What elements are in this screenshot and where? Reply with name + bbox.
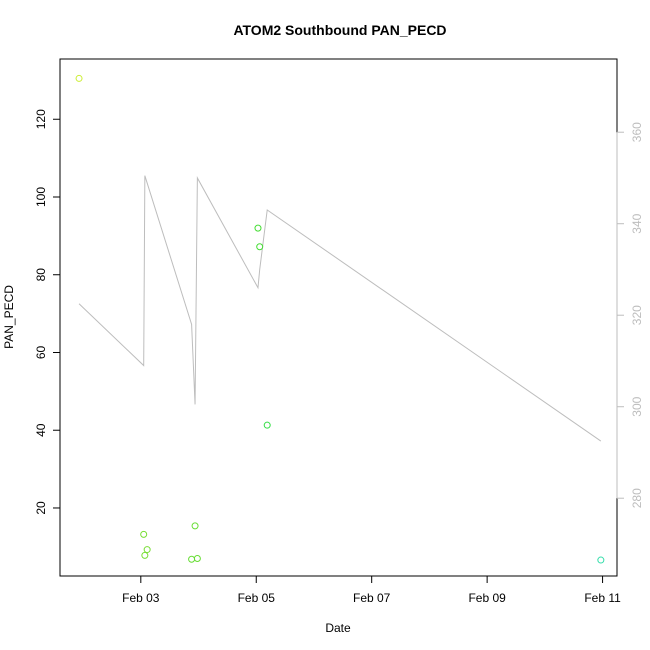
- data-point: [141, 551, 149, 559]
- x-tick-label: Feb 05: [238, 591, 276, 605]
- y2-tick-label: 340: [630, 213, 644, 233]
- data-points: [75, 74, 605, 564]
- data-point: [191, 522, 199, 530]
- x-axis-label: Date: [325, 621, 351, 635]
- data-point: [75, 74, 83, 82]
- data-point: [597, 556, 605, 564]
- data-point: [254, 224, 262, 232]
- axes: Feb 03 Feb 05 Feb 07 Feb 09 Feb 11 20 40 60 80 10…: [34, 109, 644, 605]
- data-point: [140, 530, 148, 538]
- y-axis-label: PAN_PECD: [2, 285, 16, 349]
- data-point: [263, 421, 271, 429]
- y-tick-label: 120: [34, 109, 48, 129]
- y-tick-label: 60: [34, 345, 48, 359]
- data-point: [188, 555, 196, 563]
- chart-title: ATOM2 Southbound PAN_PECD: [233, 22, 446, 38]
- x-tick-label: Feb 03: [122, 591, 160, 605]
- y-tick-label: 40: [34, 423, 48, 437]
- data-point: [193, 555, 201, 563]
- y-tick-label: 80: [34, 268, 48, 282]
- y2-tick-label: 320: [630, 305, 644, 325]
- data-point: [256, 243, 264, 251]
- y2-tick-label: 360: [630, 122, 644, 142]
- y2-tick-label: 280: [630, 488, 644, 508]
- data-point: [143, 546, 151, 554]
- y-tick-label: 100: [34, 187, 48, 207]
- altitude-line: [78, 175, 602, 442]
- y2-tick-label: 300: [630, 396, 644, 416]
- altitude-series: [78, 175, 602, 442]
- x-tick-label: Feb 07: [353, 591, 391, 605]
- x-tick-label: Feb 09: [468, 591, 506, 605]
- x-tick-label: Feb 11: [584, 591, 621, 605]
- y-tick-label: 20: [34, 501, 48, 515]
